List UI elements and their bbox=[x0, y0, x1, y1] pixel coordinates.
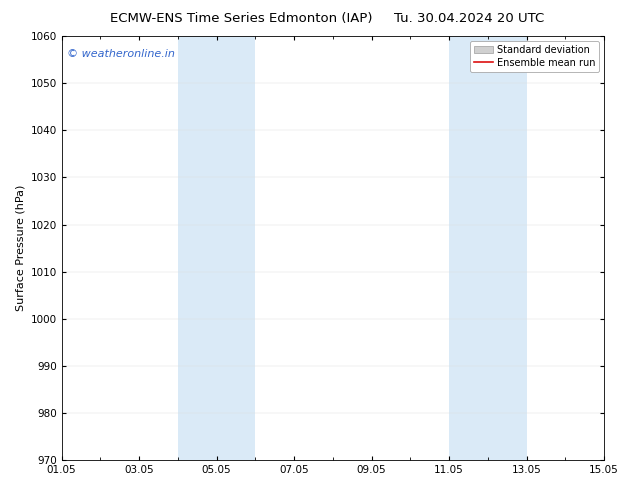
Text: ECMW-ENS Time Series Edmonton (IAP): ECMW-ENS Time Series Edmonton (IAP) bbox=[110, 12, 372, 25]
Y-axis label: Surface Pressure (hPa): Surface Pressure (hPa) bbox=[15, 185, 25, 311]
Bar bbox=[178, 36, 256, 460]
Text: Tu. 30.04.2024 20 UTC: Tu. 30.04.2024 20 UTC bbox=[394, 12, 544, 25]
Bar bbox=[449, 36, 527, 460]
Legend: Standard deviation, Ensemble mean run: Standard deviation, Ensemble mean run bbox=[470, 41, 599, 72]
Text: © weatheronline.in: © weatheronline.in bbox=[67, 49, 175, 59]
